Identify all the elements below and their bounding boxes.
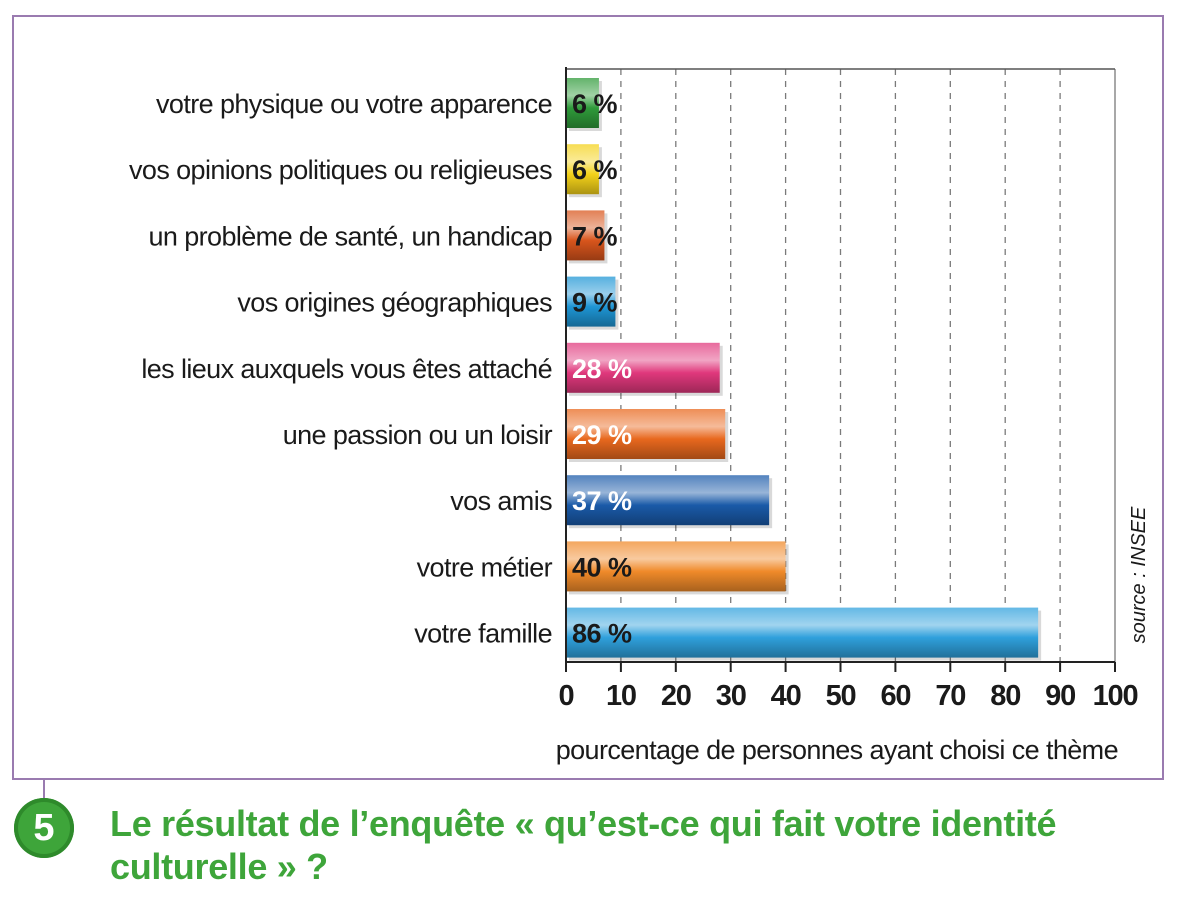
bar-value-label: 37 % <box>572 486 632 516</box>
bar-value-label: 28 % <box>572 354 632 384</box>
bar <box>566 78 599 128</box>
category-label: votre physique ou votre apparence <box>156 89 552 119</box>
figure-number-badge: 5 <box>14 798 74 858</box>
x-tick-label: 60 <box>880 680 910 712</box>
bar-value-label: 6 % <box>572 89 618 119</box>
bar-value-label: 6 % <box>572 155 618 185</box>
category-label: un problème de santé, un handicap <box>148 221 552 251</box>
x-tick-label: 30 <box>716 680 746 712</box>
x-axis-title: pourcentage de personnes ayant choisi ce… <box>556 735 1118 765</box>
bar <box>566 475 770 526</box>
category-label: une passion ou un loisir <box>283 420 553 450</box>
category-label: les lieux auxquels vous êtes attaché <box>141 354 552 384</box>
bar <box>566 342 720 393</box>
x-tick-label: 80 <box>990 680 1020 712</box>
bar <box>566 144 599 195</box>
caption-connector <box>43 778 45 800</box>
category-label: votre métier <box>417 552 553 582</box>
bar-value-label: 7 % <box>572 221 618 251</box>
figure-caption: 5 Le résultat de l’enquête « qu’est-ce q… <box>10 778 1170 902</box>
bar <box>566 541 786 592</box>
category-label: vos opinions politiques ou religieuses <box>129 155 552 185</box>
bar <box>566 276 616 327</box>
x-tick-label: 100 <box>1093 680 1138 712</box>
source-label: source : INSEE <box>1128 506 1150 643</box>
x-tick-label: 50 <box>826 680 856 712</box>
bar <box>566 210 605 261</box>
x-tick-label: 10 <box>606 680 636 712</box>
bar <box>566 409 726 459</box>
bar <box>566 607 1039 658</box>
category-label: votre famille <box>414 619 552 649</box>
bar-value-label: 86 % <box>572 619 632 649</box>
bar-value-label: 40 % <box>572 552 632 582</box>
figure-caption-title: Le résultat de l’enquête « qu’est-ce qui… <box>110 803 1057 887</box>
x-tick-label: 70 <box>935 680 965 712</box>
category-label: vos origines géographiques <box>237 288 552 318</box>
chart-frame: votre physique ou votre apparence 6 % vos … <box>12 15 1164 780</box>
x-tick-label: 90 <box>1045 680 1075 712</box>
bar-value-label: 29 % <box>572 420 632 450</box>
x-tick-label: 40 <box>771 680 801 712</box>
bar-chart: votre physique ou votre apparence 6 % vos … <box>129 67 1150 765</box>
category-label: vos amis <box>450 486 552 516</box>
x-tick-label: 20 <box>661 680 691 712</box>
x-tick-label: 0 <box>559 680 574 712</box>
bar-value-label: 9 % <box>572 288 618 318</box>
